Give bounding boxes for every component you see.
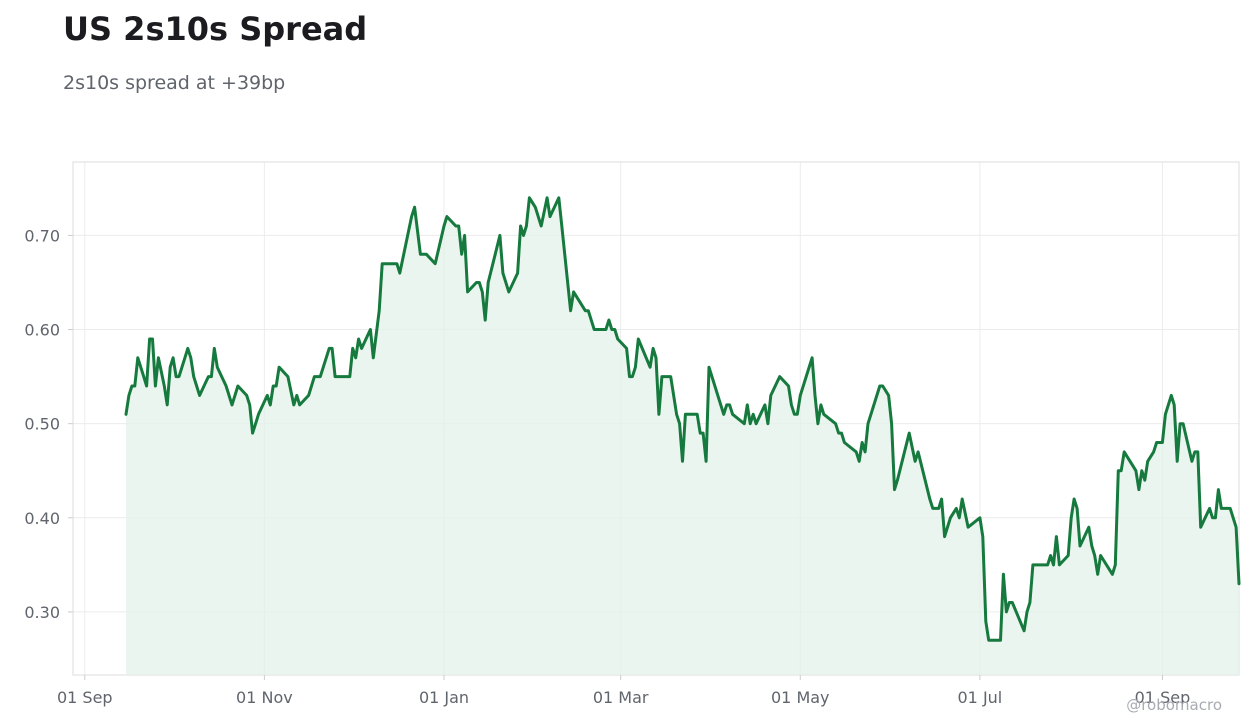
y-tick-label: 0.60 [24,321,60,340]
x-tick-label: 01 Sep [57,688,113,707]
chart-subtitle: 2s10s spread at +39bp [63,72,286,94]
y-tick-label: 0.30 [24,603,60,622]
y-tick-label: 0.50 [24,415,60,434]
spread-area-fill [126,197,1239,676]
x-tick-label: 01 Nov [236,688,293,707]
chart-title: US 2s10s Spread [63,10,368,48]
x-tick-label: 01 Sep [1135,688,1191,707]
x-tick-label: 01 May [771,688,830,707]
x-tick-label: 01 Jan [419,688,469,707]
x-tick-label: 01 Jul [958,688,1003,707]
y-axis-ticks: 0.30 0.40 0.50 0.60 0.70 [24,226,73,622]
credit-watermark: @robomacro [1126,696,1222,714]
x-tick-label: 01 Mar [593,688,649,707]
y-tick-label: 0.70 [24,226,60,245]
y-tick-label: 0.40 [24,509,60,528]
x-axis-ticks: 01 Sep 01 Nov 01 Jan 01 Mar 01 May 01 Jul 01 S… [57,675,1190,707]
spread-line [124,196,1241,642]
